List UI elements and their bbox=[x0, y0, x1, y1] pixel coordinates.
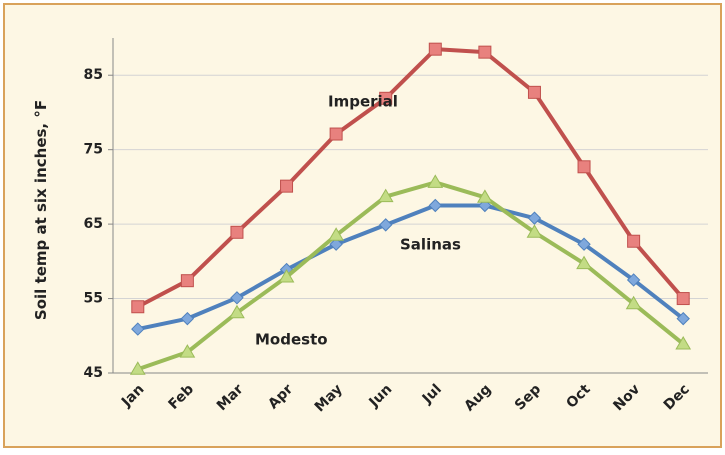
marker bbox=[180, 311, 195, 326]
marker bbox=[428, 198, 442, 213]
marker bbox=[527, 211, 542, 225]
marker bbox=[131, 300, 145, 314]
marker bbox=[129, 361, 146, 375]
marker bbox=[527, 85, 541, 99]
marker bbox=[230, 291, 244, 305]
marker bbox=[428, 42, 442, 56]
series-label: Modesto bbox=[255, 331, 328, 349]
marker bbox=[675, 335, 692, 350]
marker bbox=[377, 188, 394, 203]
series-line bbox=[137, 203, 685, 332]
marker bbox=[329, 127, 343, 141]
marker bbox=[278, 268, 295, 283]
series-label: Imperial bbox=[328, 93, 398, 111]
marker bbox=[229, 304, 245, 319]
marker bbox=[329, 237, 343, 251]
marker bbox=[676, 311, 690, 326]
marker bbox=[676, 292, 690, 306]
marker bbox=[625, 295, 642, 310]
marker bbox=[379, 91, 393, 105]
marker bbox=[131, 322, 145, 336]
marker bbox=[627, 234, 641, 248]
marker bbox=[180, 274, 194, 288]
y-axis-label: Soil temp at six inches, °F bbox=[32, 100, 50, 320]
marker bbox=[230, 225, 244, 239]
series-line bbox=[136, 47, 685, 309]
y-tick-label: 55 bbox=[84, 291, 103, 307]
marker bbox=[427, 174, 444, 188]
y-tick-label: 75 bbox=[84, 142, 103, 158]
marker bbox=[328, 227, 344, 241]
marker bbox=[576, 255, 592, 270]
marker bbox=[577, 160, 591, 174]
marker bbox=[379, 218, 393, 232]
series-label: Salinas bbox=[400, 236, 461, 254]
y-tick-label: 85 bbox=[84, 67, 103, 83]
marker bbox=[577, 237, 591, 251]
marker bbox=[626, 273, 641, 287]
series-line bbox=[137, 180, 685, 372]
marker bbox=[280, 179, 294, 193]
y-tick-label: 45 bbox=[84, 365, 103, 381]
chart-frame bbox=[3, 3, 722, 448]
marker bbox=[478, 45, 492, 59]
marker bbox=[179, 344, 196, 358]
marker bbox=[526, 224, 543, 238]
marker bbox=[477, 189, 493, 203]
y-tick-label: 65 bbox=[84, 216, 103, 232]
